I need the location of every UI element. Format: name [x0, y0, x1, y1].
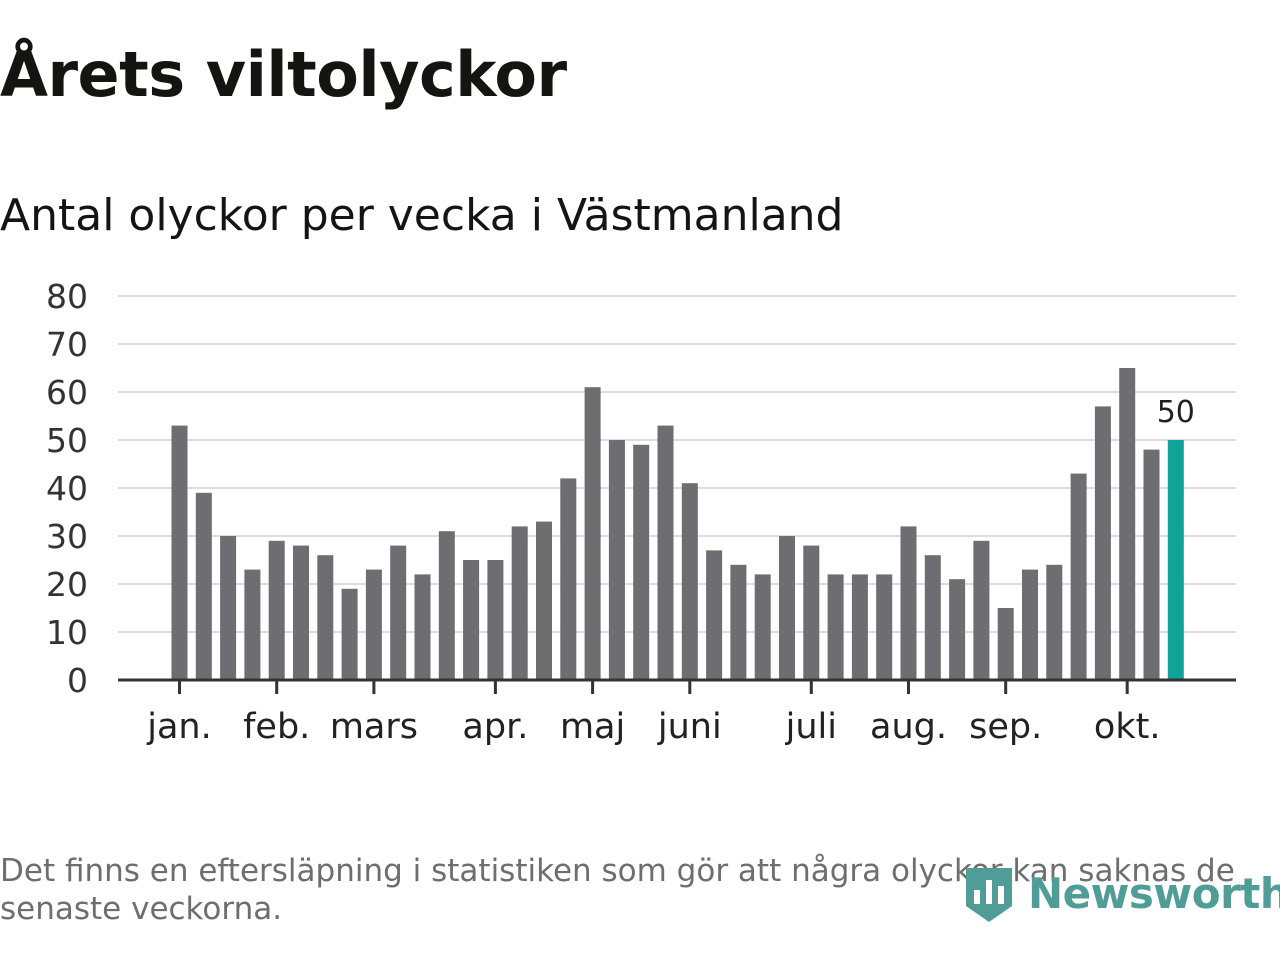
logo-text: Newsworthy [1028, 868, 1280, 918]
bar [438, 531, 455, 680]
bar [779, 536, 795, 680]
bar [511, 526, 528, 680]
newsworthy-logo: Newsworthy [962, 862, 1280, 924]
bar [1143, 449, 1160, 680]
bar [1070, 473, 1087, 680]
bar [1094, 406, 1111, 680]
bar [487, 560, 504, 680]
chart-subtitle: Antal olyckor per vecka i Västmanland [0, 190, 844, 241]
bar [876, 574, 893, 680]
bar [1022, 569, 1038, 680]
bar [730, 564, 747, 680]
bar [924, 555, 941, 680]
bar [949, 579, 966, 680]
x-tick-label: aug. [870, 707, 947, 747]
bar [608, 440, 625, 680]
y-tick-label: 0 [67, 661, 88, 700]
bar [268, 540, 285, 680]
x-tick-label: juli [785, 707, 837, 747]
bar [560, 478, 577, 680]
bar [900, 526, 917, 680]
x-tick-label: mars [330, 707, 418, 747]
bar [341, 588, 358, 680]
x-axis [118, 678, 1236, 694]
gridlines [118, 295, 1236, 633]
bar [195, 492, 212, 680]
bar [827, 574, 844, 680]
x-tick-label: sep. [969, 707, 1042, 747]
bar [754, 574, 771, 680]
x-tick-label: maj [560, 707, 625, 747]
chart-title: Årets viltolyckor [0, 38, 567, 111]
x-tick-label: okt. [1094, 707, 1161, 747]
bar [851, 574, 868, 680]
bar [681, 483, 698, 680]
bar [463, 560, 480, 680]
x-tick-label: apr. [462, 707, 528, 747]
y-tick-label: 10 [46, 613, 88, 652]
x-tick-label: jan. [146, 707, 211, 747]
bar [1119, 368, 1136, 680]
y-tick-label: 40 [46, 469, 88, 508]
y-tick-label: 20 [46, 565, 88, 604]
y-tick-label: 50 [46, 421, 88, 460]
x-tick-label: feb. [243, 707, 310, 747]
bar [633, 444, 650, 680]
bar [657, 425, 674, 680]
bar [584, 387, 601, 680]
bar [973, 540, 990, 680]
bar [997, 608, 1014, 680]
y-tick-label: 30 [46, 517, 88, 556]
y-tick-label: 80 [46, 277, 88, 316]
x-tick-label: juni [657, 707, 722, 747]
bar [536, 521, 552, 680]
footnote: Det finns en eftersläpning i statistiken… [0, 853, 1235, 927]
y-tick-label: 70 [46, 325, 88, 364]
bar-highlight [1167, 440, 1184, 680]
highlight-value-label: 50 [1157, 395, 1195, 430]
bar [171, 425, 188, 680]
bar [220, 536, 237, 680]
bar [293, 545, 309, 680]
bar [803, 545, 820, 680]
bar [706, 550, 723, 680]
bar [390, 545, 407, 680]
newsworthy-logo-icon [966, 868, 1012, 922]
bar [244, 569, 261, 680]
y-tick-label: 60 [46, 373, 88, 412]
bars [171, 368, 1184, 680]
bar [1046, 564, 1063, 680]
bar [414, 574, 431, 680]
bar [317, 555, 334, 680]
bar [365, 569, 382, 680]
